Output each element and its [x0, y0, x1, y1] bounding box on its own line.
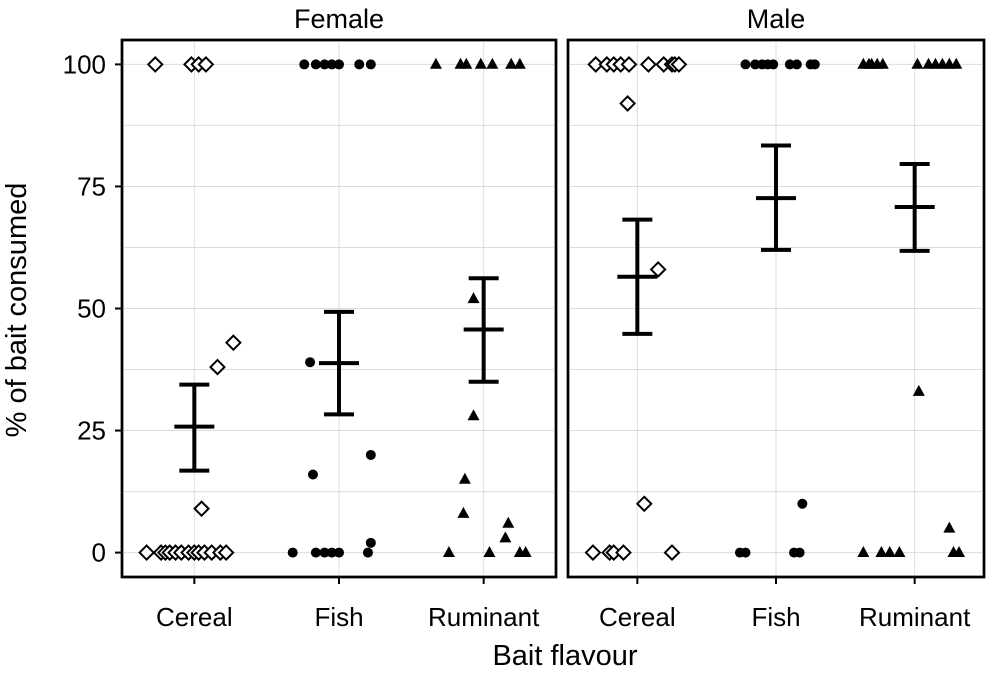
data-point	[460, 57, 473, 69]
data-point	[615, 544, 632, 562]
data-point	[513, 57, 526, 69]
y-tick-label: 75	[77, 171, 106, 201]
data-point	[486, 57, 499, 69]
data-point	[365, 537, 376, 548]
data-point	[663, 544, 681, 562]
data-point	[797, 498, 808, 509]
data-point	[950, 57, 963, 69]
y-tick-label: 50	[77, 294, 106, 324]
data-point	[911, 57, 924, 69]
data-point	[670, 55, 688, 73]
data-point	[499, 531, 512, 543]
data-point	[334, 547, 344, 558]
y-tick-label: 100	[63, 49, 106, 79]
y-axis-title: % of bait consumed	[1, 183, 33, 438]
x-tick-label: Ruminant	[428, 602, 540, 632]
data-point	[649, 261, 667, 278]
data-point	[224, 334, 242, 352]
data-point	[640, 55, 657, 73]
y-tick-label: 25	[77, 416, 106, 446]
x-tick-label: Ruminant	[859, 602, 971, 632]
data-point	[474, 57, 487, 69]
data-point	[740, 59, 751, 70]
data-point	[467, 409, 480, 421]
data-point	[619, 95, 637, 112]
data-point	[429, 57, 442, 69]
data-point	[912, 384, 925, 396]
x-tick-label: Cereal	[156, 602, 233, 632]
data-point	[354, 59, 365, 70]
data-point	[883, 545, 896, 557]
data-point	[620, 55, 638, 73]
data-point	[287, 547, 298, 558]
data-point	[768, 59, 779, 70]
axes-layer: 0 25 50 75 100	[63, 49, 122, 568]
data-point	[483, 545, 496, 557]
data-point	[365, 449, 376, 460]
data-point	[197, 55, 215, 73]
data-point	[334, 59, 344, 70]
data-point	[635, 495, 653, 513]
data-point	[305, 357, 316, 368]
x-tick-label: Cereal	[599, 602, 676, 632]
data-point	[467, 292, 480, 304]
data-point	[791, 59, 802, 70]
data-point	[217, 544, 235, 562]
data-point	[587, 55, 605, 73]
panel-title: Female	[294, 4, 384, 34]
data-point	[209, 358, 226, 376]
data-point	[505, 57, 518, 69]
panel-male: Male Cereal Fish Ruminant	[566, 4, 986, 632]
data-point	[893, 545, 906, 557]
data-point	[750, 59, 761, 70]
data-point	[365, 59, 376, 70]
data-point	[794, 547, 805, 558]
data-point	[138, 544, 156, 562]
panels-layer: Female Cereal Fish Ruminant Male Cereal Fish Ru…	[120, 4, 986, 632]
data-point	[584, 544, 602, 562]
x-tick-label: Fish	[314, 602, 363, 632]
data-point	[857, 545, 870, 557]
data-point	[502, 516, 515, 528]
data-point	[146, 55, 164, 73]
data-point	[784, 59, 795, 70]
data-point	[319, 59, 330, 70]
data-point	[307, 469, 318, 480]
data-point	[310, 59, 321, 70]
data-point	[442, 545, 455, 557]
data-point	[740, 547, 751, 558]
data-point	[458, 472, 471, 484]
x-tick-label: Fish	[751, 602, 800, 632]
panel-title: Male	[747, 4, 806, 34]
data-point	[519, 545, 532, 557]
data-point	[193, 500, 210, 518]
data-point	[326, 547, 337, 558]
data-point	[943, 521, 956, 533]
panel-female: Female Cereal Fish Ruminant	[120, 4, 558, 632]
data-point	[362, 547, 373, 558]
data-point	[326, 59, 337, 70]
y-tick-label: 0	[92, 538, 106, 568]
data-point	[319, 547, 330, 558]
data-point	[953, 545, 966, 557]
data-point	[876, 57, 889, 69]
data-point	[457, 506, 470, 518]
data-point	[875, 545, 888, 557]
data-point	[299, 59, 310, 70]
x-axis-title: Bait flavour	[492, 640, 637, 672]
data-point	[310, 547, 321, 558]
data-point	[809, 59, 820, 70]
